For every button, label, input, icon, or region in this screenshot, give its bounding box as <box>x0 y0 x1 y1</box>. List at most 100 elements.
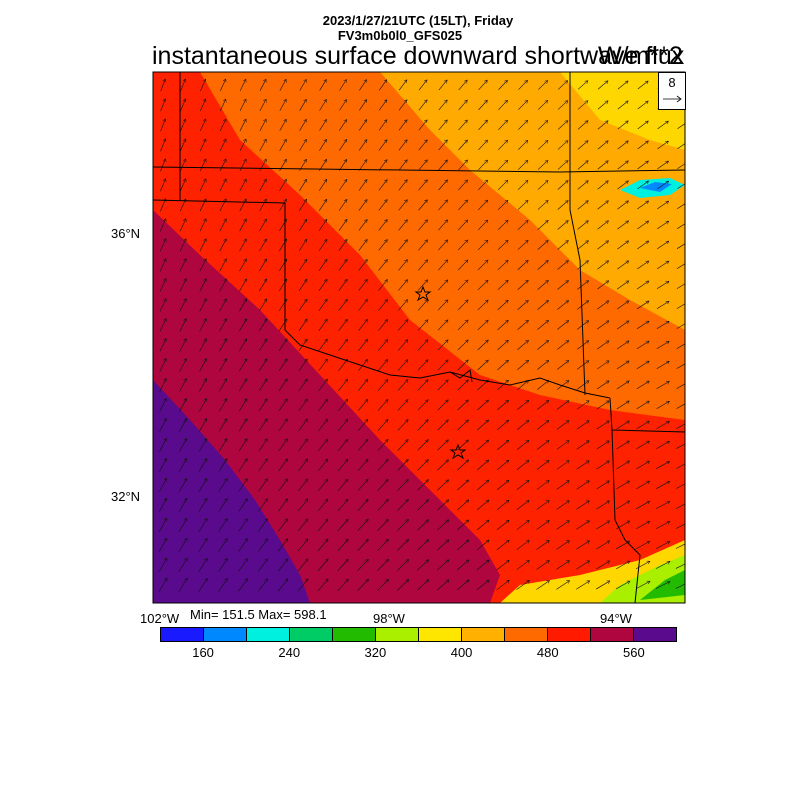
wind-arrow <box>497 180 508 191</box>
wind-arrow <box>159 299 166 312</box>
wind-arrow <box>397 400 408 411</box>
wind-arrow <box>437 340 448 351</box>
wind-arrow <box>577 81 588 90</box>
wind-arrow <box>617 261 628 270</box>
wind-arrow <box>297 519 308 532</box>
wind-arrow <box>218 578 228 592</box>
colorbar-cell <box>462 628 505 641</box>
wind-arrow <box>577 281 588 290</box>
wind-arrow <box>377 479 388 491</box>
wind-arrow <box>158 518 167 532</box>
wind-arrow <box>536 560 550 570</box>
wind-arrow <box>238 519 248 532</box>
wind-arrow <box>596 480 610 490</box>
wind-arrow <box>358 159 367 171</box>
wind-arrow <box>319 99 327 111</box>
wind-arrow <box>318 339 328 352</box>
wind-arrow <box>456 580 469 591</box>
wind-arrow <box>537 240 549 250</box>
wind-arrow <box>477 440 488 451</box>
wind-arrow <box>596 500 609 510</box>
wind-arrow <box>318 199 327 211</box>
wind-arrow <box>636 340 649 350</box>
wind-arrow <box>357 399 368 411</box>
wind-arrow <box>656 481 669 489</box>
wind-arrow <box>218 459 228 472</box>
wind-arrow <box>239 279 246 292</box>
wind-arrow <box>298 359 307 372</box>
wind-arrow <box>656 300 669 310</box>
state-borders <box>153 72 685 603</box>
wind-arrow <box>677 143 685 149</box>
wind-arrow <box>657 221 669 230</box>
wind-arrow <box>198 578 208 592</box>
wind-arrow <box>597 181 609 190</box>
wind-arrow <box>377 419 388 431</box>
wind-arrow <box>458 160 467 171</box>
wind-arrow <box>397 380 408 391</box>
wind-arrow <box>178 558 188 572</box>
min-max-stats: Min= 151.5 Max= 598.1 <box>190 607 327 622</box>
wind-arrow <box>199 219 206 232</box>
wind-arrow <box>537 200 548 210</box>
wind-arrow <box>318 239 327 251</box>
wind-arrow <box>317 559 328 572</box>
wind-arrow <box>536 460 549 470</box>
wind-arrow <box>597 301 609 310</box>
wind-arrow <box>160 79 166 92</box>
wind-arrow <box>458 80 468 91</box>
wind-arrow <box>436 560 449 571</box>
wind-arrow <box>497 420 508 431</box>
wind-arrow <box>357 439 368 451</box>
wind-arrow <box>378 339 387 351</box>
wind-arrow <box>338 359 347 371</box>
wind-arrow <box>418 220 427 231</box>
wind-arrow <box>357 459 368 471</box>
wind-arrow <box>258 359 267 372</box>
wind-arrow <box>178 478 187 492</box>
wind-arrow <box>477 280 488 291</box>
wind-arrow <box>278 479 287 492</box>
wind-arrow <box>259 159 267 172</box>
wind-arrow <box>278 519 287 532</box>
wind-arrow <box>180 99 185 112</box>
wind-arrow <box>456 540 469 551</box>
wind-arrow <box>596 421 609 430</box>
wind-arrow <box>496 540 509 551</box>
wind-arrow <box>318 419 327 432</box>
wind-arrow <box>576 361 589 370</box>
wind-arrow <box>298 399 308 412</box>
wind-arrow <box>397 460 409 471</box>
wind-arrow <box>577 181 589 190</box>
wind-arrow <box>637 101 649 110</box>
wind-arrow <box>457 240 468 251</box>
wind-arrow <box>337 439 348 452</box>
wind-arrow <box>498 100 507 110</box>
wind-arrow <box>179 319 186 332</box>
wind-arrow <box>477 420 488 431</box>
wind-arrow <box>358 279 368 291</box>
wind-arrow <box>617 161 629 170</box>
wind-arrow <box>676 403 685 409</box>
wind-arrow <box>219 239 227 252</box>
wind-arrow <box>457 420 469 431</box>
wind-arrow <box>557 261 569 270</box>
wind-arrow <box>497 440 509 451</box>
wind-arrow <box>318 299 327 311</box>
wind-arrow <box>636 301 649 310</box>
wind-arrow <box>180 159 185 172</box>
wind-arrow <box>456 520 469 531</box>
wind-arrow <box>636 360 649 370</box>
wind-arrow <box>278 439 288 452</box>
wind-arrow <box>635 541 650 550</box>
wind-arrow <box>318 439 327 452</box>
wind-arrow <box>259 79 266 91</box>
wind-arrow <box>158 578 167 593</box>
wind-arrow <box>457 280 468 291</box>
wind-arrow <box>218 479 228 492</box>
wind-arrow <box>537 380 549 390</box>
colorbar-label: 240 <box>278 645 301 660</box>
fill-amber <box>380 72 685 330</box>
wind-arrow <box>298 379 308 392</box>
wind-arrow <box>398 320 408 331</box>
